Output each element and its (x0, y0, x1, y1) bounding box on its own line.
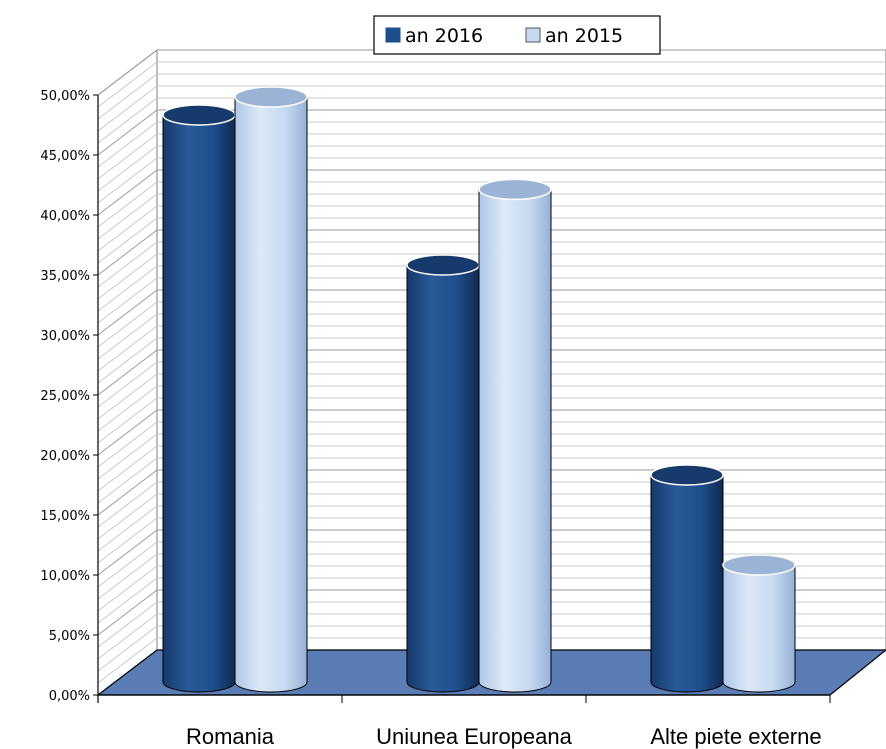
x-category-label: Romania (186, 724, 275, 749)
bar (478, 178, 552, 693)
gridline-side (97, 85, 158, 132)
gridline-side (97, 49, 158, 96)
gridline-side (97, 637, 158, 684)
x-category-label: Alte piete externe (650, 724, 821, 749)
legend-swatch (385, 27, 401, 43)
y-tick-label: 30,00% (40, 329, 90, 344)
bar-body (162, 114, 236, 693)
gridline-side (97, 553, 158, 600)
gridline-side (97, 253, 158, 300)
gridline-side (97, 145, 158, 192)
gridline-side (97, 61, 158, 108)
y-tick-label: 0,00% (49, 689, 90, 704)
gridline-side (97, 349, 158, 396)
gridline-side (97, 565, 158, 612)
gridline-side (97, 493, 158, 540)
bar-body (234, 96, 308, 693)
gridline-side (97, 265, 158, 312)
y-tick-label: 45,00% (40, 149, 90, 164)
gridline-side (97, 121, 158, 168)
gridline-side (97, 529, 158, 576)
gridline-side (97, 373, 158, 420)
gridline-side (97, 109, 158, 156)
gridline-side (97, 277, 158, 324)
gridline-side (97, 133, 158, 180)
y-tick-label: 50,00% (40, 89, 90, 104)
bar-top (478, 178, 552, 201)
y-tick-label: 10,00% (40, 569, 90, 584)
gridline-side (97, 385, 158, 432)
legend: an 2016 an 2015 (373, 15, 661, 55)
legend-label: an 2016 (405, 25, 483, 47)
gridline-side (97, 217, 158, 264)
gridline-side (97, 409, 158, 456)
gridline-side (97, 301, 158, 348)
y-tick-label: 40,00% (40, 209, 90, 224)
x-axis-labels: Romania Uniunea Europeana Alte piete exter… (186, 724, 822, 749)
gridline-side (97, 469, 158, 516)
bar (722, 554, 796, 693)
gridline-side (97, 421, 158, 468)
gridline-side (97, 325, 158, 372)
y-axis: 0,00% 5,00% 10,00% 15,00% 20,00% 25,00% 30,00%… (40, 89, 831, 704)
gridline-side (97, 205, 158, 252)
legend-swatch (525, 27, 541, 43)
bar (406, 254, 480, 693)
gridline-side (97, 229, 158, 276)
gridline-side (97, 397, 158, 444)
bar-top (406, 254, 480, 276)
gridline-side (97, 445, 158, 492)
gridline-side (97, 169, 158, 216)
bar-body (478, 188, 552, 693)
gridline-side (97, 589, 158, 636)
gridline-side (97, 433, 158, 480)
gridline-side (97, 625, 158, 672)
legend-label: an 2015 (545, 25, 623, 47)
bar-body (650, 474, 724, 693)
gridline-side (97, 241, 158, 288)
legend-item: an 2015 (525, 25, 623, 47)
bar-top (722, 554, 796, 576)
gridline-side (97, 73, 158, 120)
gridline-side (97, 613, 158, 660)
x-category-label: Uniunea Europeana (376, 724, 572, 749)
gridline-side (97, 289, 158, 336)
gridline-side (97, 361, 158, 408)
y-tick-label: 5,00% (49, 629, 90, 644)
bar-body (722, 564, 796, 693)
y-tick-label: 35,00% (40, 269, 90, 284)
bar (234, 86, 308, 693)
gridline-side (97, 97, 158, 144)
y-tick-label: 25,00% (40, 389, 90, 404)
gridline-side (97, 505, 158, 552)
y-tick-label: 15,00% (40, 509, 90, 524)
gridline-side (97, 517, 158, 564)
legend-box (373, 15, 661, 55)
legend-item: an 2016 (385, 25, 483, 47)
bar (650, 464, 724, 693)
bar-body (406, 264, 480, 693)
gridline-side (97, 181, 158, 228)
bar-top (162, 104, 236, 126)
y-tick-label: 20,00% (40, 449, 90, 464)
bar-top (650, 464, 724, 486)
gridline-side (97, 157, 158, 204)
gridline-side (97, 457, 158, 504)
bar-top (234, 86, 308, 108)
bars (162, 86, 796, 693)
gridline-side (97, 313, 158, 360)
gridline-side (97, 541, 158, 588)
gridline-side (97, 577, 158, 624)
gridline-side (97, 193, 158, 240)
gridline-side (97, 601, 158, 648)
gridline-side (97, 337, 158, 384)
gridline-side (97, 481, 158, 528)
bar (162, 104, 236, 693)
